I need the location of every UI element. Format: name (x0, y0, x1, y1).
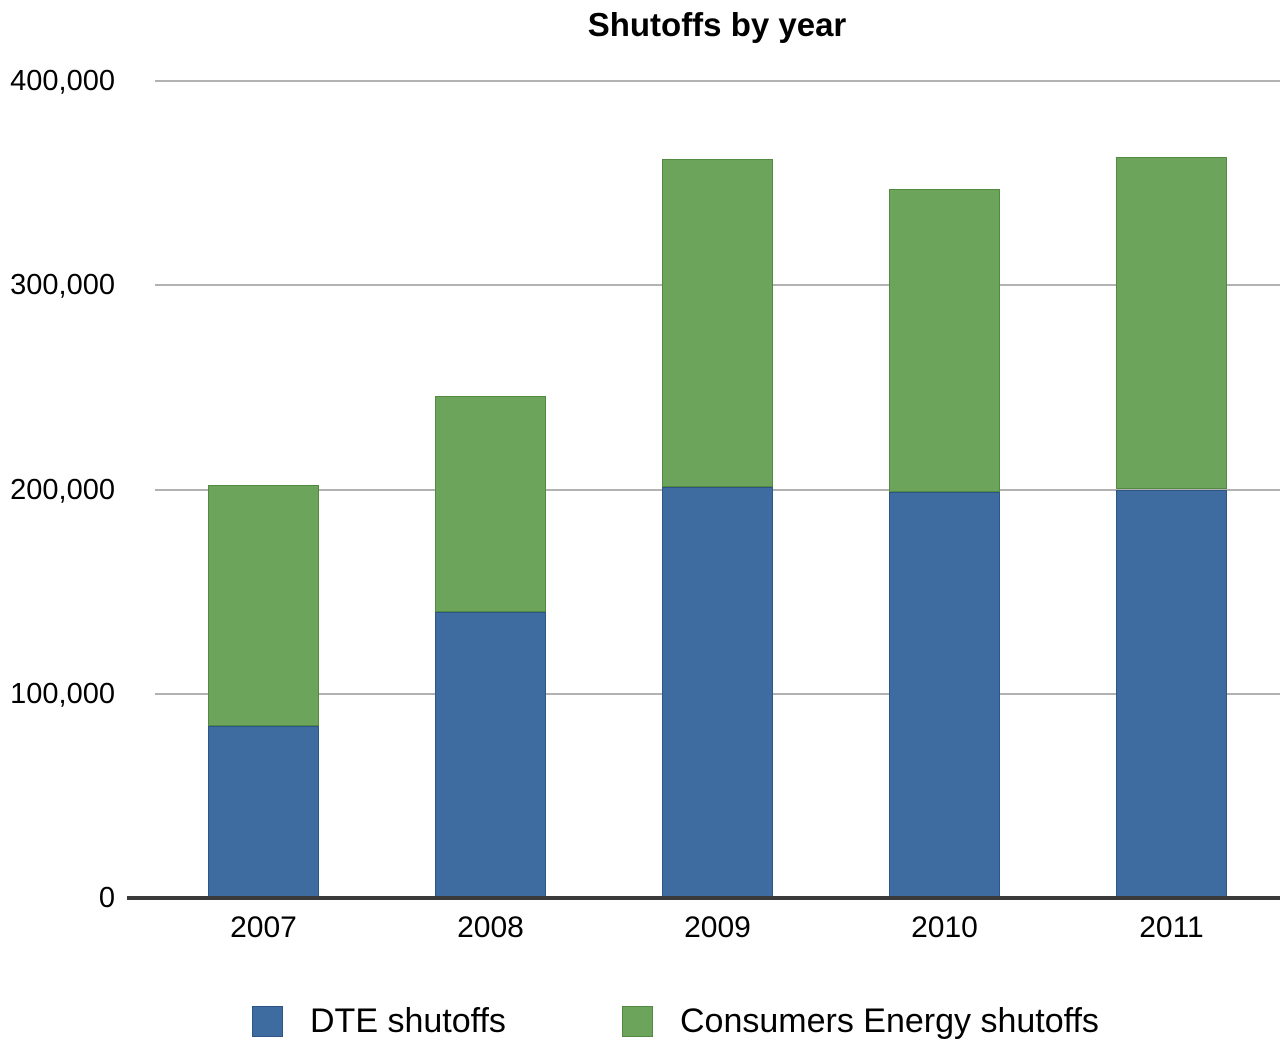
legend-swatch-consumers-energy-shutoffs (622, 1005, 653, 1037)
bar-segment-dte-2007 (208, 726, 319, 898)
bar-segment-consumers-energy-2007 (208, 485, 319, 727)
bar-segment-dte-2010 (889, 491, 1000, 898)
gridline-400000 (155, 80, 1280, 82)
bar-segment-dte-2008 (435, 612, 546, 898)
bar-segment-consumers-energy-2010 (889, 189, 1000, 492)
y-axis-label-400000: 400,000 (10, 65, 115, 97)
legend-swatch-dte-shutoffs (252, 1005, 283, 1037)
bar-segment-dte-2011 (1116, 489, 1227, 898)
x-axis-line (127, 896, 1280, 900)
x-axis-label-2007: 2007 (230, 911, 297, 944)
legend-label-dte-shutoffs: DTE shutoffs (310, 1002, 506, 1040)
x-axis-label-2009: 2009 (684, 911, 751, 944)
chart-title: Shutoffs by year (587, 6, 847, 43)
legend-label-consumers-energy-shutoffs: Consumers Energy shutoffs (680, 1002, 1099, 1040)
bar-segment-consumers-energy-2008 (435, 395, 546, 613)
legend-item-consumers-energy-shutoffs: Consumers Energy shutoffs (622, 1003, 1099, 1039)
y-axis-label-300000: 300,000 (10, 269, 115, 302)
legend-item-dte-shutoffs: DTE shutoffs (252, 1003, 506, 1039)
y-axis-label-200000: 200,000 (10, 473, 115, 506)
y-axis-label-0: 0 (98, 882, 115, 914)
x-axis-label-2010: 2010 (911, 911, 978, 944)
bar-segment-consumers-energy-2011 (1116, 156, 1227, 490)
bar-segment-dte-2009 (662, 487, 773, 898)
bar-segment-consumers-energy-2009 (662, 158, 773, 488)
y-axis-label-100000: 100,000 (10, 677, 115, 710)
x-axis-label-2011: 2011 (1139, 911, 1204, 944)
x-axis-label-2008: 2008 (457, 911, 524, 944)
